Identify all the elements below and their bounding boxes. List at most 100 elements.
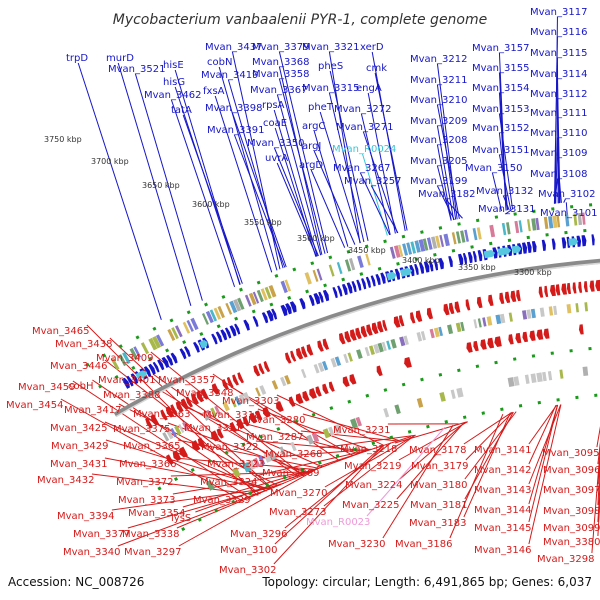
reverse-gene-mvan-3143: Mvan_3143 bbox=[474, 485, 531, 496]
reverse-connector bbox=[465, 411, 513, 461]
reverse-gene-mvan-3363: Mvan_3363 bbox=[133, 409, 190, 420]
gene-arrow bbox=[258, 363, 265, 375]
reverse-gene-mvan-3323: Mvan_3323 bbox=[207, 459, 264, 470]
forward-gene-mvan-3152: Mvan_3152 bbox=[472, 123, 529, 134]
forward-connector bbox=[214, 95, 273, 273]
gene-arrow bbox=[477, 249, 483, 262]
forward-gene-mvan-3437: Mvan_3437 bbox=[205, 42, 262, 53]
forward-gene-phet: pheT bbox=[308, 102, 334, 113]
gene-arrow bbox=[551, 238, 556, 250]
forward-connector bbox=[445, 198, 463, 219]
gene-feature bbox=[443, 233, 450, 247]
reverse-gene-mvan-3324: Mvan_3324 bbox=[200, 477, 257, 488]
gene-feature bbox=[548, 306, 554, 316]
gene-arrow bbox=[266, 310, 274, 322]
reverse-gene-mvan-r0023: Mvan_R0023 bbox=[306, 517, 370, 528]
reverse-connector bbox=[72, 380, 252, 500]
gene-arrow bbox=[522, 331, 529, 343]
forward-gene-mvan-3367: Mvan_3367 bbox=[250, 85, 307, 96]
reverse-connector bbox=[528, 404, 559, 523]
reverse-gene-mvan-3340: Mvan_3340 bbox=[63, 547, 120, 558]
gene-arrow bbox=[179, 446, 188, 458]
gene-feature bbox=[429, 328, 435, 339]
gene-feature bbox=[564, 214, 570, 227]
gene-arrow bbox=[285, 303, 292, 315]
gene-feature bbox=[524, 374, 530, 384]
forward-gene-mvan-3211: Mvan_3211 bbox=[410, 75, 467, 86]
reverse-connector bbox=[257, 408, 370, 451]
gene-arrow bbox=[433, 259, 439, 271]
gene-arrow bbox=[561, 237, 567, 249]
forward-connector bbox=[498, 92, 507, 211]
gene-feature bbox=[456, 387, 464, 398]
gene-feature bbox=[543, 216, 549, 229]
forward-gene-mvan-3153: Mvan_3153 bbox=[472, 104, 529, 115]
forward-gene-mvan-3272: Mvan_3272 bbox=[334, 104, 391, 115]
gene-feature bbox=[322, 360, 329, 371]
gene-arrow bbox=[211, 383, 220, 395]
gene-arrow bbox=[483, 249, 496, 259]
gene-arrow bbox=[404, 357, 412, 368]
forward-connector bbox=[437, 185, 455, 221]
gene-feature bbox=[464, 229, 469, 242]
forward-connector bbox=[436, 63, 458, 220]
gene-arrow bbox=[342, 376, 350, 387]
forward-strand-genes bbox=[121, 234, 595, 389]
forward-gene-mvan-3132: Mvan_3132 bbox=[476, 186, 533, 197]
reverse-gene-mvan-3224: Mvan_3224 bbox=[345, 480, 402, 491]
gene-arrow bbox=[290, 350, 297, 362]
gene-feature bbox=[182, 321, 191, 334]
kbp-tick-label: 3650 kbp bbox=[142, 181, 180, 190]
gene-arrow bbox=[322, 338, 330, 350]
reverse-connector bbox=[319, 434, 416, 449]
gene-arrow bbox=[306, 344, 314, 356]
gene-arrow bbox=[157, 359, 165, 371]
reverse-connector bbox=[170, 471, 311, 477]
reverse-connector bbox=[382, 424, 454, 539]
gene-arrow bbox=[393, 316, 401, 328]
gene-feature bbox=[399, 336, 406, 347]
gene-arrow bbox=[301, 346, 308, 358]
gene-arrow bbox=[355, 327, 362, 340]
forward-connector bbox=[182, 114, 243, 284]
gene-feature bbox=[577, 212, 583, 226]
gene-feature bbox=[260, 288, 268, 301]
gene-arrow bbox=[191, 393, 199, 405]
gene-feature bbox=[506, 222, 511, 235]
gene-feature bbox=[175, 325, 183, 338]
forward-gene-cmk: cmk bbox=[366, 63, 387, 74]
gene-arrow bbox=[497, 247, 512, 256]
gene-arrow bbox=[462, 252, 468, 265]
reverse-gene-mvan-3287: Mvan_3287 bbox=[246, 432, 303, 443]
reverse-gene-mvan-3454: Mvan_3454 bbox=[6, 400, 63, 411]
gene-arrow bbox=[276, 401, 284, 413]
gene-arrow bbox=[508, 334, 514, 345]
gene-feature bbox=[182, 421, 189, 431]
gene-feature bbox=[542, 371, 547, 382]
forward-connector bbox=[310, 169, 346, 248]
gene-arrow bbox=[467, 251, 473, 264]
gene-arrow bbox=[365, 276, 371, 288]
accession-label: Accession: NC_008726 bbox=[8, 575, 144, 589]
gene-arrow bbox=[255, 410, 263, 421]
forward-gene-murd: murD bbox=[106, 53, 134, 64]
forward-connector bbox=[313, 150, 356, 245]
gene-feature bbox=[190, 317, 199, 331]
gene-arrow bbox=[370, 275, 376, 287]
reverse-gene-mvan-3394: Mvan_3394 bbox=[57, 511, 114, 522]
gene-arrow bbox=[322, 289, 330, 302]
forward-gene-mvan-3209: Mvan_3209 bbox=[410, 116, 467, 127]
forward-connector bbox=[498, 113, 514, 210]
forward-label-connectors bbox=[77, 16, 568, 320]
forward-gene-argd: argD bbox=[299, 160, 323, 171]
gene-feature bbox=[556, 215, 561, 228]
gene-feature bbox=[336, 261, 343, 275]
gene-feature bbox=[386, 340, 392, 350]
gene-arrow bbox=[332, 287, 338, 299]
gene-feature bbox=[317, 362, 325, 372]
forward-connector bbox=[362, 131, 398, 234]
forward-connector bbox=[359, 172, 391, 236]
genome-backbone bbox=[113, 258, 600, 418]
kbp-tick-label: 3600 kbp bbox=[192, 200, 230, 209]
forward-gene-hise: hisE bbox=[163, 60, 184, 71]
